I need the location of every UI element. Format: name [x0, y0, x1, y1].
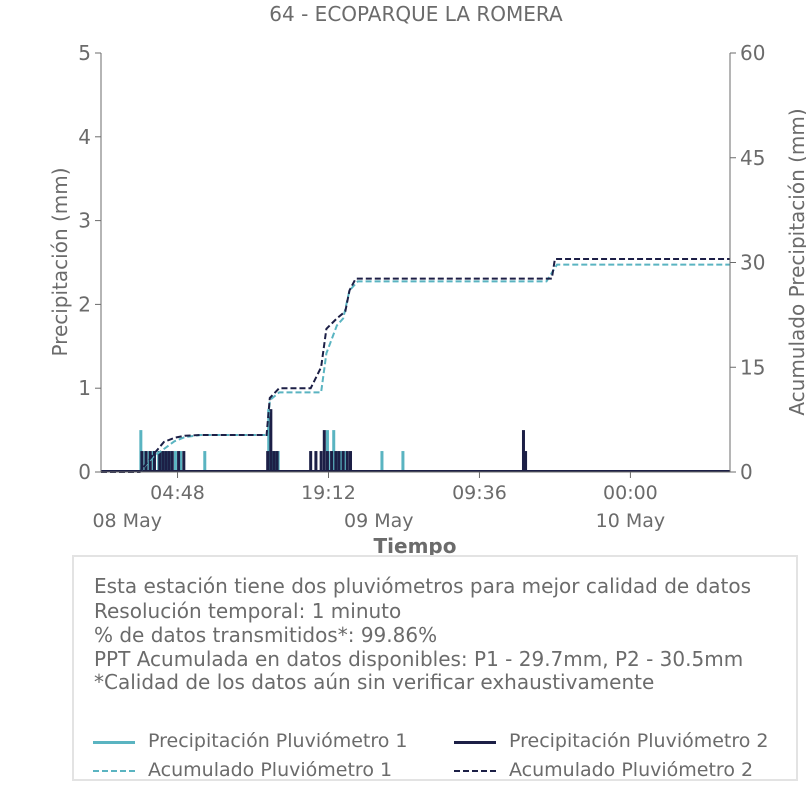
legend-label-p1-bar: Precipitación Pluviómetro 1 [148, 730, 408, 752]
y-tick-label: 3 [78, 209, 91, 233]
bar [343, 451, 347, 472]
legend-swatch-p1-acc [93, 770, 135, 772]
bar [524, 451, 528, 472]
x-tick-label: 04:48 [150, 482, 205, 504]
bar [177, 451, 181, 472]
bar [272, 451, 276, 472]
x-date-label: 10 May [596, 510, 666, 532]
bar [167, 451, 171, 472]
bar [334, 451, 338, 472]
bar [339, 451, 343, 472]
bar [325, 451, 329, 472]
x-date-label: 09 May [344, 510, 414, 532]
bar [203, 451, 207, 472]
bar [269, 409, 273, 472]
x-tick-label: 19:12 [301, 482, 356, 504]
bar [380, 451, 384, 472]
info-legend-box: Esta estación tiene dos pluviómetros par… [72, 555, 798, 781]
legend-label-p1-acc: Acumulado Pluviómetro 1 [148, 759, 393, 781]
bar [161, 451, 165, 472]
bar [330, 451, 334, 472]
y-axis-label: Precipitación (mm) [48, 167, 72, 356]
y-tick-label: 1 [78, 376, 91, 400]
y-tick-label: 0 [78, 460, 91, 484]
bar [401, 451, 405, 472]
bar [322, 430, 326, 472]
bar [179, 451, 183, 472]
legend-swatch-p1-bar [93, 741, 135, 744]
bar [148, 451, 152, 472]
bar [152, 451, 156, 472]
chart-title: 64 - ECOPARQUE LA ROMERA [269, 2, 563, 26]
bar [521, 430, 525, 472]
bar [275, 451, 279, 472]
bar [182, 451, 186, 472]
bar [314, 451, 318, 472]
bar [345, 451, 349, 472]
bar [266, 451, 270, 472]
bar [349, 451, 353, 472]
legend-label-p2-acc: Acumulado Pluviómetro 2 [509, 759, 754, 781]
info-line-resolution: Resolución temporal: 1 minuto [94, 599, 402, 623]
legend-swatch-p2-bar [454, 741, 496, 744]
x-axis-label: Tiempo [374, 534, 457, 558]
series-line [101, 263, 730, 473]
y-tick-label: 2 [78, 292, 91, 316]
bars-group [101, 409, 730, 472]
x-tick-label: 00:00 [603, 482, 658, 504]
x-date-label: 08 May [92, 510, 162, 532]
y2-tick-label: 45 [740, 146, 765, 170]
legend-label-p2-bar: Precipitación Pluviómetro 2 [509, 730, 769, 752]
x-tick-label: 09:36 [452, 482, 507, 504]
info-line-quality: *Calidad de los datos aún sin verificar … [94, 670, 655, 694]
series-line [101, 258, 730, 473]
y-tick-label: 5 [78, 41, 91, 65]
legend-swatch-p2-acc [454, 770, 496, 772]
lines-group [101, 258, 730, 473]
bar [267, 409, 271, 472]
precipitation-chart: 64 - ECOPARQUE LA ROMERA 012345015304560… [48, 2, 806, 558]
bar [319, 451, 323, 472]
bar [173, 451, 177, 472]
y2-tick-label: 15 [740, 355, 765, 379]
bar [140, 451, 144, 472]
info-line-transmitted: % de datos transmitidos*: 99.86% [94, 623, 438, 647]
bar [144, 451, 148, 472]
bar [309, 451, 313, 472]
bar [341, 451, 345, 472]
bar [164, 451, 168, 472]
bar [332, 430, 336, 472]
bar [158, 451, 162, 472]
y2-axis-label: Acumulado Precipitación (mm) [785, 108, 806, 415]
info-line-stations: Esta estación tiene dos pluviómetros par… [94, 574, 752, 598]
info-line-accumulated: PPT Acumulada en datos disponibles: P1 -… [94, 647, 744, 671]
y2-tick-label: 60 [740, 41, 765, 65]
bar [337, 451, 341, 472]
bar [170, 451, 174, 472]
y2-tick-label: 0 [740, 460, 753, 484]
y2-tick-label: 30 [740, 251, 765, 275]
y-tick-label: 4 [78, 125, 91, 149]
